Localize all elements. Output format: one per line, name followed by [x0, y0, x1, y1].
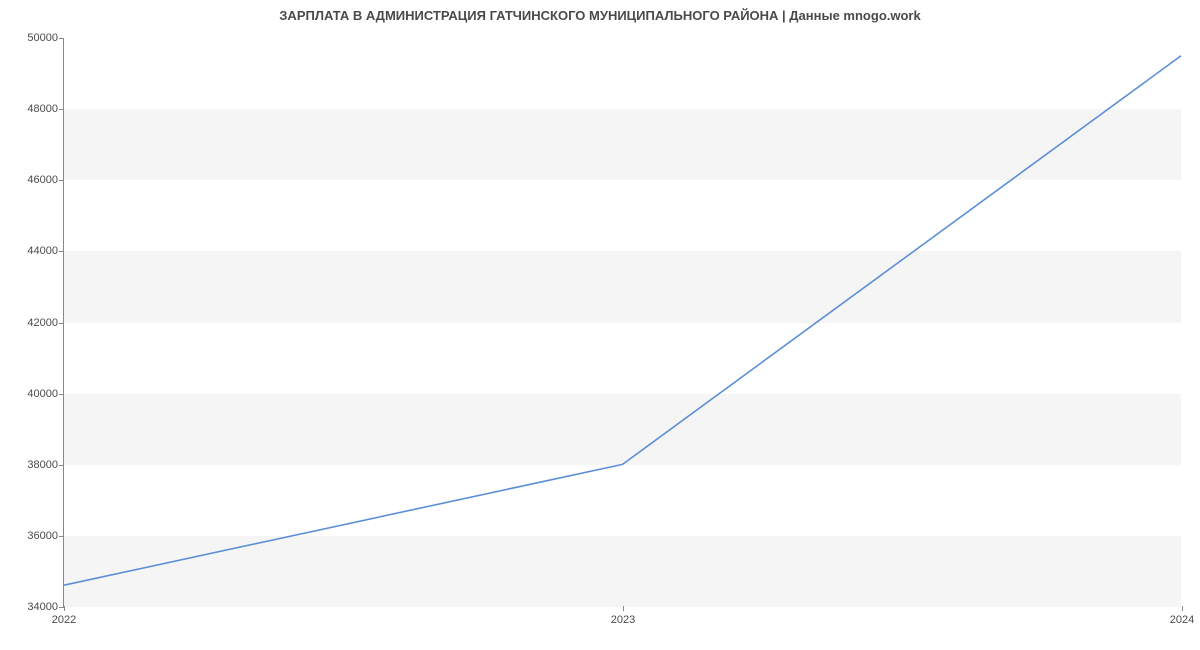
- y-tick-label: 34000: [14, 601, 58, 613]
- y-tick-mark: [59, 38, 64, 39]
- y-tick-label: 50000: [14, 32, 58, 44]
- y-tick-label: 38000: [14, 459, 58, 471]
- y-tick-label: 42000: [14, 317, 58, 329]
- x-tick-mark: [64, 606, 65, 611]
- y-tick-mark: [59, 323, 64, 324]
- y-tick-mark: [59, 394, 64, 395]
- chart-title: ЗАРПЛАТА В АДМИНИСТРАЦИЯ ГАТЧИНСКОГО МУН…: [0, 8, 1200, 23]
- y-tick-label: 40000: [14, 388, 58, 400]
- y-tick-mark: [59, 251, 64, 252]
- chart-container: ЗАРПЛАТА В АДМИНИСТРАЦИЯ ГАТЧИНСКОГО МУН…: [0, 0, 1200, 650]
- y-tick-label: 48000: [14, 103, 58, 115]
- y-tick-label: 44000: [14, 245, 58, 257]
- plot-area: 3400036000380004000042000440004600048000…: [63, 38, 1181, 607]
- y-tick-label: 36000: [14, 530, 58, 542]
- line-layer: [64, 38, 1181, 606]
- x-tick-label: 2022: [52, 614, 76, 626]
- series-line: [64, 56, 1181, 585]
- x-tick-mark: [1182, 606, 1183, 611]
- y-tick-mark: [59, 109, 64, 110]
- x-tick-label: 2023: [611, 614, 635, 626]
- y-tick-mark: [59, 465, 64, 466]
- y-tick-mark: [59, 536, 64, 537]
- y-tick-label: 46000: [14, 174, 58, 186]
- x-tick-mark: [623, 606, 624, 611]
- x-tick-label: 2024: [1170, 614, 1194, 626]
- y-tick-mark: [59, 180, 64, 181]
